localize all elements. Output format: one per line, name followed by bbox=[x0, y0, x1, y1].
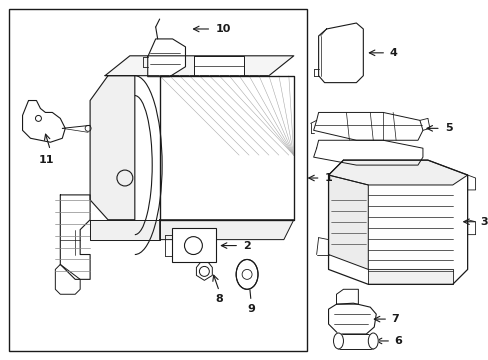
Polygon shape bbox=[328, 160, 467, 284]
Text: 2: 2 bbox=[243, 240, 250, 251]
Polygon shape bbox=[338, 334, 372, 349]
Text: 8: 8 bbox=[215, 294, 223, 304]
Polygon shape bbox=[328, 160, 467, 185]
Bar bbox=[9, 9, 306, 351]
Polygon shape bbox=[159, 220, 293, 240]
Polygon shape bbox=[60, 195, 90, 279]
Polygon shape bbox=[105, 56, 293, 76]
Polygon shape bbox=[318, 23, 363, 83]
Polygon shape bbox=[22, 100, 65, 142]
Polygon shape bbox=[328, 303, 375, 334]
Text: 4: 4 bbox=[388, 48, 396, 58]
Ellipse shape bbox=[367, 333, 377, 349]
Bar bbox=[171, 228, 216, 262]
Polygon shape bbox=[196, 262, 212, 280]
Polygon shape bbox=[147, 39, 185, 77]
Polygon shape bbox=[90, 220, 159, 240]
Text: 3: 3 bbox=[480, 217, 487, 227]
Text: 5: 5 bbox=[444, 123, 451, 133]
Ellipse shape bbox=[236, 260, 258, 289]
Polygon shape bbox=[159, 76, 293, 220]
Polygon shape bbox=[328, 175, 367, 269]
Text: 11: 11 bbox=[39, 155, 54, 165]
Polygon shape bbox=[467, 175, 475, 190]
Polygon shape bbox=[90, 76, 135, 220]
Polygon shape bbox=[194, 56, 244, 76]
Text: 1: 1 bbox=[324, 173, 332, 183]
Polygon shape bbox=[313, 112, 422, 140]
Text: 7: 7 bbox=[390, 314, 398, 324]
Polygon shape bbox=[55, 265, 80, 294]
Text: 9: 9 bbox=[246, 304, 254, 314]
Polygon shape bbox=[336, 289, 358, 304]
Text: 10: 10 bbox=[215, 24, 230, 34]
Text: 6: 6 bbox=[393, 336, 401, 346]
Polygon shape bbox=[313, 140, 422, 165]
Polygon shape bbox=[467, 220, 475, 235]
Ellipse shape bbox=[333, 333, 343, 349]
Polygon shape bbox=[367, 269, 452, 284]
